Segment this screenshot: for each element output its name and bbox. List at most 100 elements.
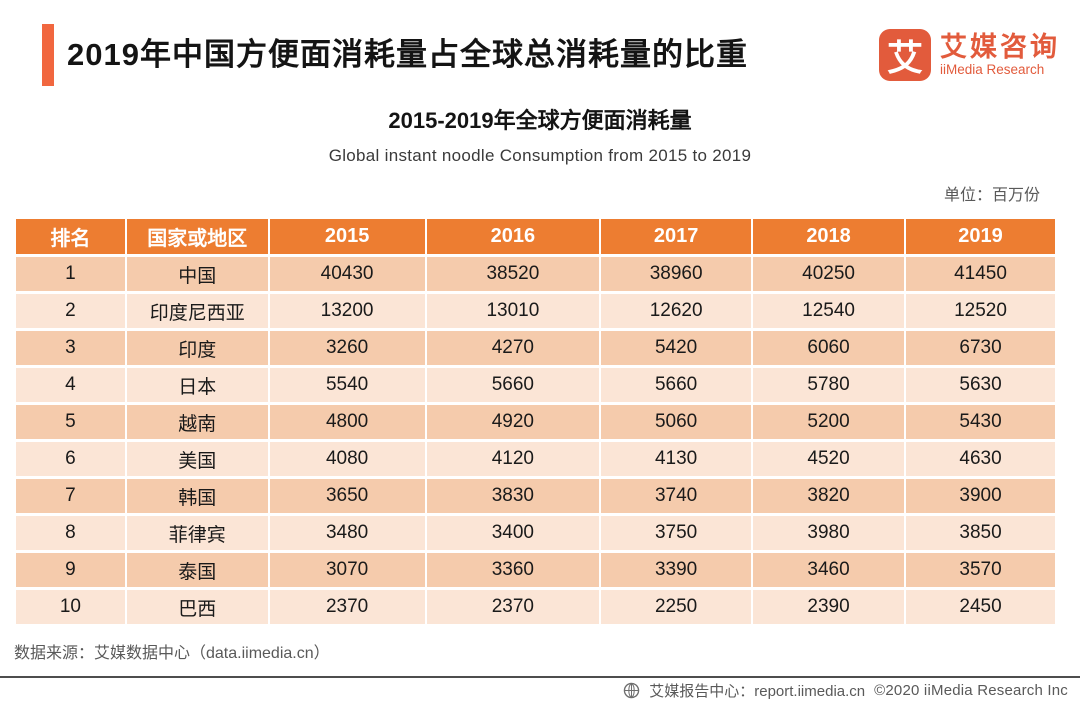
footer-bar: 艾媒报告中心：report.iimedia.cn ©2020 iiMedia R… [0, 676, 1080, 702]
iimedia-logo-icon: 艾 [879, 29, 931, 81]
table-row-10: 10 巴西 2370 2370 2250 2390 2450 [16, 590, 1055, 624]
logo-text: 艾媒咨询 iiMedia Research [940, 31, 1060, 78]
table-row-2: 2 印度尼西亚 13200 13010 12620 12540 12520 [16, 294, 1055, 328]
column-header-1: 国家或地区 [126, 219, 268, 254]
data-source-note: 数据来源：艾媒数据中心（data.iimedia.cn） [14, 645, 330, 662]
table-row-4: 4 日本 5540 5660 5660 5780 5630 [16, 368, 1055, 402]
value-cell: 4120 [426, 442, 600, 476]
value-cell: 5540 [269, 368, 425, 402]
table-row-8: 8 菲律宾 3480 3400 3750 3980 3850 [16, 516, 1055, 550]
rank-cell: 7 [16, 479, 125, 513]
value-cell: 3360 [426, 553, 600, 587]
country-cell: 日本 [126, 368, 268, 402]
value-cell: 3830 [426, 479, 600, 513]
table-row-1: 1 中国 40430 38520 38960 40250 41450 [16, 257, 1055, 291]
country-cell: 中国 [126, 257, 268, 291]
header: 2019年中国方便面消耗量占全球总消耗量的比重 艾 艾媒咨询 iiMedia R… [0, 0, 1080, 86]
value-cell: 5200 [753, 405, 905, 439]
unit-label: 单位：百万份 [943, 187, 1040, 204]
value-cell: 2370 [269, 590, 425, 624]
column-header-3: 2016 [426, 219, 600, 254]
value-cell: 6060 [753, 331, 905, 365]
value-cell: 4520 [753, 442, 905, 476]
globe-icon [623, 682, 640, 699]
value-cell: 4080 [269, 442, 425, 476]
value-cell: 5630 [906, 368, 1055, 402]
chart-title: 2015-2019年全球方便面消耗量 [388, 108, 692, 133]
rank-cell: 3 [16, 331, 125, 365]
value-cell: 12620 [601, 294, 752, 328]
country-cell: 菲律宾 [126, 516, 268, 550]
title-accent-bar [42, 24, 54, 86]
consumption-table: 排名 国家或地区 2015 2016 2017 2018 2019 1 中国 40430 3852… [14, 216, 1057, 627]
country-cell: 美国 [126, 442, 268, 476]
value-cell: 5660 [601, 368, 752, 402]
value-cell: 13010 [426, 294, 600, 328]
rank-cell: 5 [16, 405, 125, 439]
value-cell: 41450 [906, 257, 1055, 291]
value-cell: 2390 [753, 590, 905, 624]
value-cell: 3750 [601, 516, 752, 550]
country-cell: 印度 [126, 331, 268, 365]
value-cell: 4800 [269, 405, 425, 439]
logo-name-cn: 艾媒咨询 [940, 31, 1060, 62]
value-cell: 4920 [426, 405, 600, 439]
value-cell: 4130 [601, 442, 752, 476]
value-cell: 38520 [426, 257, 600, 291]
rank-cell: 10 [16, 590, 125, 624]
value-cell: 3070 [269, 553, 425, 587]
column-header-6: 2019 [906, 219, 1055, 254]
value-cell: 3820 [753, 479, 905, 513]
value-cell: 5060 [601, 405, 752, 439]
value-cell: 5660 [426, 368, 600, 402]
table-row-5: 5 越南 4800 4920 5060 5200 5430 [16, 405, 1055, 439]
country-cell: 巴西 [126, 590, 268, 624]
column-header-5: 2018 [753, 219, 905, 254]
page-title: 2019年中国方便面消耗量占全球总消耗量的比重 [67, 37, 748, 72]
value-cell: 40250 [753, 257, 905, 291]
rank-cell: 2 [16, 294, 125, 328]
chart-title-en: Global instant noodle Consumption from 2… [328, 146, 752, 165]
value-cell: 3390 [601, 553, 752, 587]
value-cell: 3400 [426, 516, 600, 550]
table-header-row: 排名 国家或地区 2015 2016 2017 2018 2019 [16, 219, 1055, 254]
column-header-4: 2017 [601, 219, 752, 254]
value-cell: 2370 [426, 590, 600, 624]
table-row-3: 3 印度 3260 4270 5420 6060 6730 [16, 331, 1055, 365]
value-cell: 2450 [906, 590, 1055, 624]
table-body: 1 中国 40430 38520 38960 40250 41450 2 印度尼西亚 13200 1… [16, 257, 1055, 624]
value-cell: 3650 [269, 479, 425, 513]
logo-name-en: iiMedia Research [940, 62, 1045, 78]
value-cell: 5430 [906, 405, 1055, 439]
value-cell: 2250 [601, 590, 752, 624]
value-cell: 3980 [753, 516, 905, 550]
value-cell: 40430 [269, 257, 425, 291]
value-cell: 6730 [906, 331, 1055, 365]
value-cell: 3850 [906, 516, 1055, 550]
table-row-9: 9 泰国 3070 3360 3390 3460 3570 [16, 553, 1055, 587]
value-cell: 38960 [601, 257, 752, 291]
value-cell: 4630 [906, 442, 1055, 476]
rank-cell: 6 [16, 442, 125, 476]
iimedia-logo: 艾 艾媒咨询 iiMedia Research [879, 29, 1060, 81]
value-cell: 12540 [753, 294, 905, 328]
rank-cell: 8 [16, 516, 125, 550]
country-cell: 印度尼西亚 [126, 294, 268, 328]
column-header-2: 2015 [269, 219, 425, 254]
country-cell: 泰国 [126, 553, 268, 587]
rank-cell: 9 [16, 553, 125, 587]
country-cell: 越南 [126, 405, 268, 439]
value-cell: 13200 [269, 294, 425, 328]
country-cell: 韩国 [126, 479, 268, 513]
column-header-0: 排名 [16, 219, 125, 254]
value-cell: 3570 [906, 553, 1055, 587]
value-cell: 3460 [753, 553, 905, 587]
report-center-text: 艾媒报告中心：report.iimedia.cn [649, 682, 866, 700]
copyright-text: ©2020 iiMedia Research Inc [874, 681, 1068, 699]
rank-cell: 1 [16, 257, 125, 291]
value-cell: 12520 [906, 294, 1055, 328]
value-cell: 3480 [269, 516, 425, 550]
value-cell: 4270 [426, 331, 600, 365]
table-row-7: 7 韩国 3650 3830 3740 3820 3900 [16, 479, 1055, 513]
